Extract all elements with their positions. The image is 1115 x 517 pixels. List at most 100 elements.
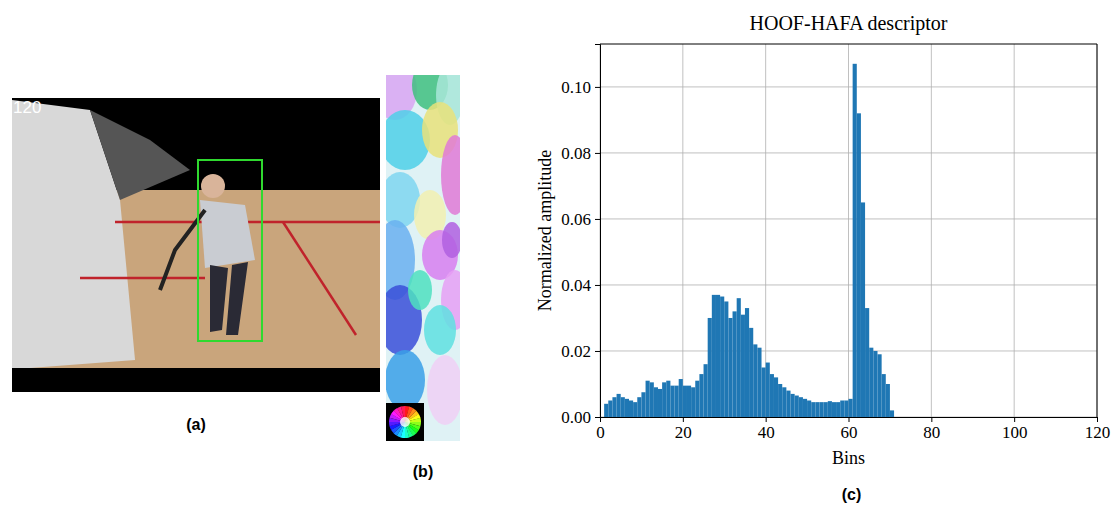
histogram-bar <box>1064 417 1068 418</box>
histogram-bar <box>977 417 981 418</box>
histogram-bar <box>948 417 952 418</box>
x-tick-mark <box>1014 417 1015 422</box>
histogram-bar <box>629 400 633 417</box>
y-tick-label: 0.10 <box>561 78 591 97</box>
x-tick: 60 <box>841 417 858 442</box>
histogram-bar <box>886 384 890 417</box>
panel-label: (c) <box>842 486 862 503</box>
histogram-bar <box>890 410 894 417</box>
histogram-bar <box>633 402 637 417</box>
histogram-bar <box>844 400 848 417</box>
y-tick: 0.10 <box>561 78 600 97</box>
histogram-bar <box>1027 417 1031 418</box>
histogram-bar <box>670 386 674 417</box>
grid-line-x <box>1097 44 1098 417</box>
histogram-bar <box>973 417 977 418</box>
panel-a: 120 <box>12 98 380 392</box>
court-line <box>283 222 356 335</box>
histogram-bar <box>724 301 728 417</box>
histogram-bar <box>704 364 708 417</box>
y-tick-label: 0.04 <box>561 276 591 295</box>
histogram-bar <box>1093 417 1097 418</box>
y-tick-label: 0.06 <box>561 210 591 229</box>
histogram-bar <box>873 351 877 417</box>
histogram-bar <box>849 399 853 417</box>
histogram-bar <box>935 417 939 418</box>
histogram-bar <box>836 402 840 417</box>
grid-line-y <box>600 350 1097 351</box>
histogram-bar <box>625 399 629 417</box>
flow-region <box>427 355 460 425</box>
histogram-bar <box>993 417 997 418</box>
frame-number: 120 <box>13 98 41 117</box>
y-tick-mark <box>595 285 600 286</box>
player-torso <box>200 200 255 268</box>
histogram-bar <box>691 387 695 417</box>
histogram-bar <box>964 417 968 418</box>
grid <box>600 44 1097 417</box>
histogram-bar <box>919 417 923 418</box>
histogram-bar <box>989 417 993 418</box>
grid-line-y <box>600 218 1097 219</box>
y-tick-label: 0.02 <box>561 342 591 361</box>
histogram-bar <box>1039 417 1043 418</box>
histogram-bar <box>882 374 886 417</box>
x-tick-mark <box>683 417 684 422</box>
histogram-bar <box>708 318 712 417</box>
histogram-bar <box>679 379 683 417</box>
histogram-bar <box>960 417 964 418</box>
histogram-bar <box>985 417 989 418</box>
flow-region <box>424 305 456 355</box>
player-legs <box>210 262 248 335</box>
x-axis: 020406080100120 <box>596 417 1110 442</box>
histogram-bar <box>617 394 621 417</box>
histogram-bar <box>815 402 819 417</box>
grid-line-x <box>682 44 683 417</box>
x-tick-mark <box>1097 417 1098 422</box>
frame-right <box>1097 44 1098 417</box>
histogram-bar <box>1047 417 1051 418</box>
histogram-bar <box>786 391 790 417</box>
x-tick-mark <box>931 417 932 422</box>
x-tick-label: 20 <box>675 423 692 442</box>
histogram-bar <box>699 374 703 417</box>
y-tick: 0.06 <box>561 210 600 229</box>
histogram-bar <box>906 417 910 418</box>
histogram-bar <box>757 348 761 417</box>
x-axis-line <box>601 418 1098 423</box>
histogram-bar <box>604 404 608 417</box>
histogram-bar <box>762 367 766 417</box>
histogram-bar <box>753 344 757 417</box>
histogram-bar <box>911 417 915 418</box>
histogram-bar <box>832 402 836 417</box>
histogram-bar <box>737 298 741 417</box>
histogram-bar <box>658 389 662 417</box>
histogram-bar <box>1010 417 1014 418</box>
x-tick-label: 0 <box>596 423 605 442</box>
histogram-bar <box>654 387 658 417</box>
histogram-bar <box>637 397 641 417</box>
histogram-bar <box>1080 417 1084 418</box>
histogram-bar <box>720 297 724 417</box>
histogram-bar <box>728 318 732 417</box>
histogram-bar <box>820 402 824 417</box>
histogram-bar <box>857 113 861 417</box>
x-tick: 0 <box>596 417 605 442</box>
histogram-bar <box>952 417 956 418</box>
histogram-bar <box>799 397 803 417</box>
histogram-bar <box>646 381 650 417</box>
histogram-bar <box>944 417 948 418</box>
histogram-bar <box>650 382 654 417</box>
flow-region <box>386 350 425 410</box>
y-tick: 0.00 <box>561 408 600 427</box>
histogram-bar <box>712 295 716 417</box>
y-axis-line <box>595 45 601 418</box>
histogram-bar <box>1018 417 1022 418</box>
y-axis-title: Normalized amplitude <box>535 150 555 311</box>
figure: 120(a)(b)0204060801001200.000.020.040.06… <box>0 0 1115 517</box>
histogram-bar <box>898 417 902 418</box>
grid-line-x <box>1014 44 1015 417</box>
frame-image <box>12 98 380 392</box>
histogram-bar <box>931 417 935 418</box>
histogram-bar <box>782 387 786 417</box>
